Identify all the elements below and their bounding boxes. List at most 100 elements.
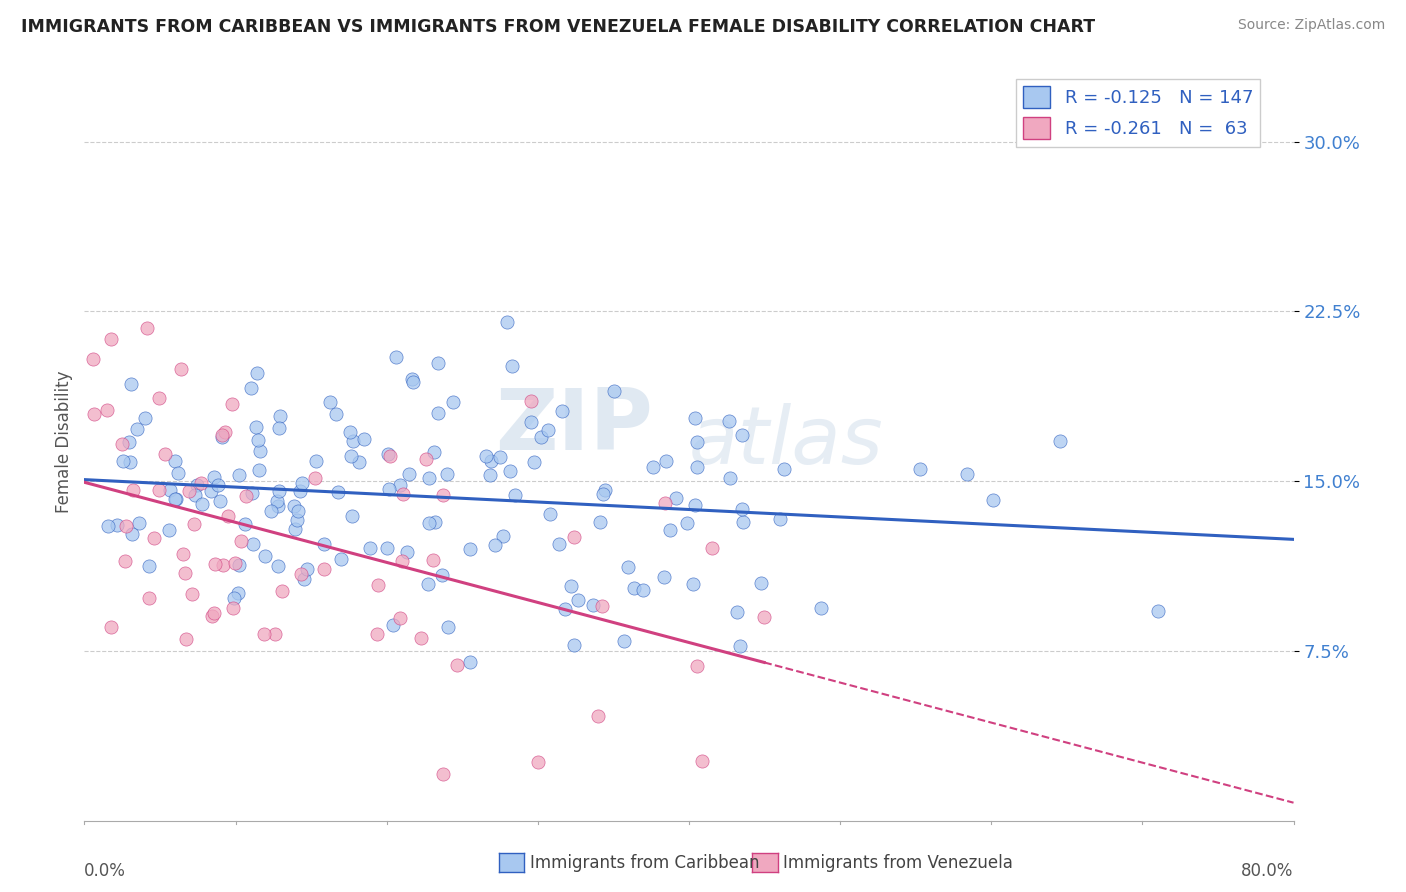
Point (100, 332, 122, 346)
Point (537, 423, 560, 437)
Point (186, 477, 208, 491)
Point (200, 483, 222, 498)
Point (1147, 604, 1170, 618)
Text: Immigrants from Caribbean: Immigrants from Caribbean (530, 854, 759, 871)
Text: ZIP: ZIP (495, 384, 652, 468)
Point (981, 493, 1004, 508)
Point (432, 488, 454, 502)
Point (749, 575, 772, 590)
Point (312, 537, 335, 551)
Point (166, 466, 188, 480)
Point (340, 508, 363, 523)
Point (120, 377, 142, 392)
Point (690, 754, 713, 768)
Point (538, 507, 561, 521)
Point (416, 576, 439, 591)
Point (773, 462, 796, 476)
Point (377, 482, 399, 496)
Point (908, 462, 931, 476)
Point (134, 411, 156, 425)
Point (418, 516, 440, 530)
Point (623, 582, 645, 596)
Point (191, 498, 214, 512)
Point (718, 471, 741, 485)
Point (305, 454, 328, 468)
Point (226, 585, 249, 599)
Point (769, 512, 792, 526)
Point (503, 488, 526, 502)
Point (83, 407, 105, 421)
Legend: R = -0.125   N = 147, R = -0.261   N =  63: R = -0.125 N = 147, R = -0.261 N = 63 (1017, 79, 1260, 146)
Point (377, 447, 399, 461)
Point (183, 487, 205, 501)
Point (665, 491, 688, 505)
Point (685, 435, 707, 450)
Point (460, 656, 482, 670)
Point (155, 448, 177, 462)
Point (112, 453, 135, 467)
Point (263, 627, 285, 641)
Point (224, 556, 246, 570)
Point (418, 471, 440, 485)
Point (617, 560, 640, 574)
Point (359, 541, 381, 555)
Point (562, 638, 585, 652)
Point (731, 427, 754, 442)
Point (224, 591, 246, 605)
Point (367, 578, 389, 592)
Point (128, 516, 150, 531)
Point (174, 566, 197, 581)
Point (231, 533, 253, 548)
Point (138, 559, 160, 574)
Point (484, 538, 506, 552)
Point (384, 350, 406, 364)
Point (312, 562, 335, 576)
Point (423, 445, 446, 459)
Point (402, 375, 425, 389)
Text: 0.0%: 0.0% (84, 863, 127, 880)
Point (287, 503, 309, 517)
Point (304, 470, 326, 484)
Point (319, 394, 342, 409)
Point (633, 582, 655, 597)
Point (271, 583, 294, 598)
Point (426, 355, 449, 369)
Point (479, 468, 502, 483)
Point (100, 620, 122, 634)
Point (249, 444, 271, 458)
Point (530, 430, 553, 444)
Point (567, 593, 589, 607)
Point (527, 755, 550, 769)
Point (353, 432, 375, 446)
Point (426, 406, 449, 420)
Point (458, 542, 481, 557)
Point (728, 640, 751, 654)
Point (401, 372, 423, 386)
Point (120, 455, 142, 469)
Point (520, 415, 543, 429)
Point (603, 384, 626, 398)
Point (266, 494, 288, 508)
Text: Immigrants from Venezuela: Immigrants from Venezuela (783, 854, 1012, 871)
Point (655, 454, 678, 468)
Point (342, 434, 364, 448)
Point (267, 421, 290, 435)
Point (330, 551, 353, 566)
Point (652, 570, 675, 584)
Point (177, 484, 200, 499)
Point (290, 567, 312, 582)
Point (395, 545, 418, 559)
Point (266, 559, 288, 574)
Point (292, 572, 315, 586)
Point (97, 519, 120, 533)
Point (582, 599, 605, 613)
Point (593, 483, 616, 497)
Point (432, 568, 454, 582)
Point (676, 516, 699, 530)
Point (683, 411, 706, 425)
Point (446, 658, 468, 673)
Point (209, 493, 232, 508)
Point (551, 404, 574, 418)
Point (121, 527, 143, 541)
Point (340, 449, 363, 463)
